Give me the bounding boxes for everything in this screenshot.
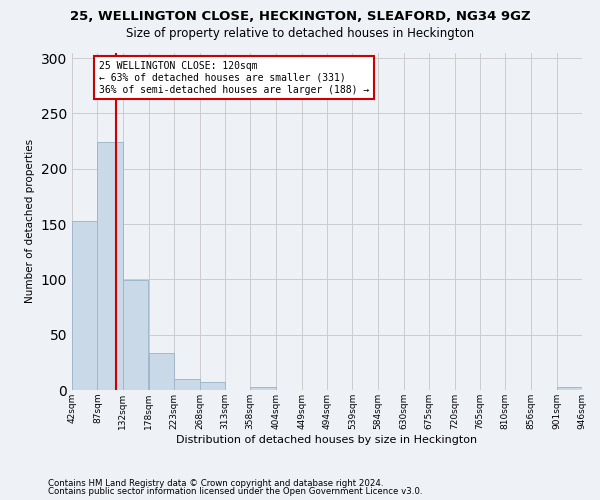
Text: 25 WELLINGTON CLOSE: 120sqm
← 63% of detached houses are smaller (331)
36% of se: 25 WELLINGTON CLOSE: 120sqm ← 63% of det… (98, 62, 369, 94)
Bar (97, 142, 123, 390)
Bar (123, 280, 148, 390)
Text: Size of property relative to detached houses in Heckington: Size of property relative to detached ho… (126, 28, 474, 40)
Bar (149, 354, 174, 390)
Y-axis label: Number of detached properties: Number of detached properties (25, 139, 35, 304)
Text: 25, WELLINGTON CLOSE, HECKINGTON, SLEAFORD, NG34 9GZ: 25, WELLINGTON CLOSE, HECKINGTON, SLEAFO… (70, 10, 530, 23)
Text: Contains HM Land Registry data © Crown copyright and database right 2024.: Contains HM Land Registry data © Crown c… (48, 478, 383, 488)
Bar (250, 386, 275, 390)
Text: Contains public sector information licensed under the Open Government Licence v3: Contains public sector information licen… (48, 487, 422, 496)
Bar (557, 386, 582, 390)
Bar (174, 379, 200, 390)
X-axis label: Distribution of detached houses by size in Heckington: Distribution of detached houses by size … (176, 434, 478, 444)
Bar (72, 220, 97, 390)
Bar (199, 382, 225, 390)
